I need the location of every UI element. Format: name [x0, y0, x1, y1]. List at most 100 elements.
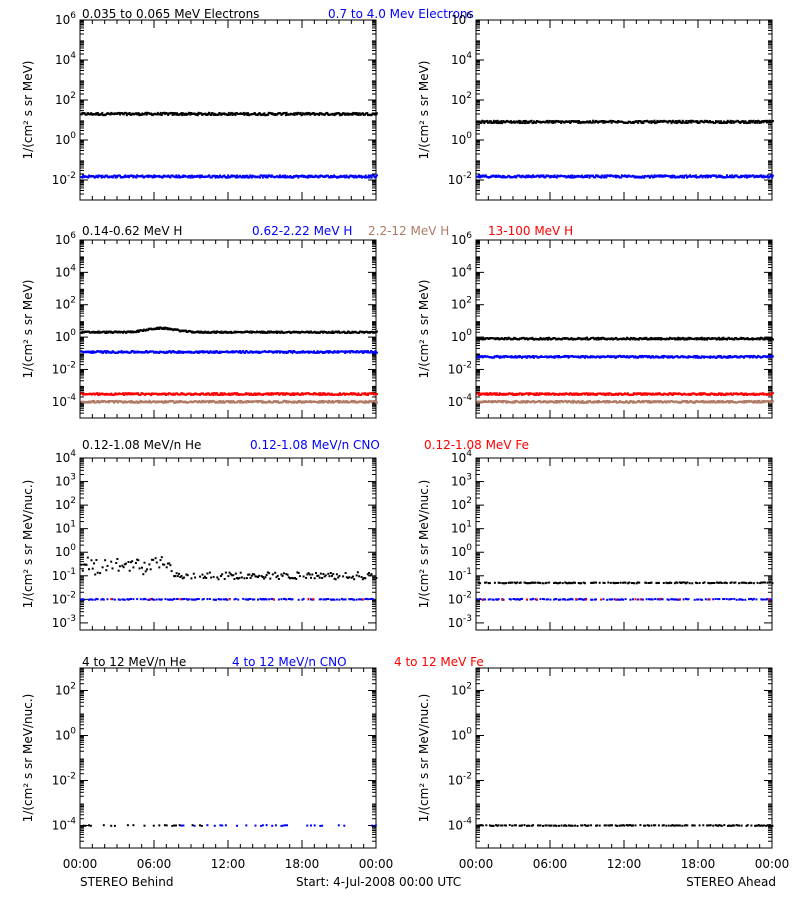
y-tick-label: 102	[55, 91, 76, 107]
data-point	[348, 175, 351, 178]
data-point	[281, 175, 284, 178]
y-tick-label: 106	[451, 11, 472, 27]
y-tick-label: 104	[451, 51, 472, 67]
data-point	[160, 175, 163, 178]
data-point	[214, 351, 217, 354]
data-point	[166, 175, 169, 178]
data-point	[330, 176, 333, 179]
data-point	[289, 350, 292, 353]
data-point	[174, 176, 177, 179]
data-point	[523, 120, 526, 123]
data-point	[587, 174, 590, 177]
data-point	[101, 111, 104, 114]
data-point	[210, 114, 213, 116]
data-point	[655, 121, 658, 124]
data-point	[501, 121, 504, 124]
data-point	[742, 120, 745, 123]
data-point	[293, 113, 296, 116]
data-point	[725, 176, 728, 179]
data-point	[104, 350, 107, 353]
data-point	[159, 111, 162, 114]
data-point	[677, 119, 680, 122]
data-point	[357, 114, 360, 116]
data-point	[600, 338, 603, 341]
data-point	[613, 355, 616, 358]
data-point	[554, 121, 557, 124]
data-point	[219, 350, 221, 353]
data-point	[299, 393, 302, 396]
data-point	[680, 122, 683, 124]
data-point	[502, 355, 505, 358]
data-point	[128, 112, 131, 114]
data-point	[96, 112, 99, 115]
data-point	[739, 175, 742, 178]
data-point	[694, 120, 697, 123]
y-tick-label: 10-4	[52, 393, 77, 409]
data-point	[230, 350, 233, 353]
data-point	[337, 399, 340, 402]
data-point	[217, 176, 220, 179]
data-point	[644, 337, 647, 340]
data-point	[292, 113, 295, 116]
data-point	[259, 112, 261, 115]
data-point	[685, 174, 688, 177]
data-point	[525, 120, 528, 123]
data-point	[172, 112, 175, 114]
data-point	[296, 175, 299, 178]
data-point	[338, 401, 341, 404]
data-point	[532, 122, 535, 124]
data-point	[172, 350, 175, 352]
data-point	[625, 356, 628, 359]
data-point	[297, 176, 300, 179]
data-point	[626, 121, 629, 124]
data-point	[766, 119, 769, 122]
data-point	[221, 176, 224, 179]
data-point	[92, 350, 95, 353]
data-point	[771, 120, 774, 122]
data-point	[683, 176, 686, 179]
data-point	[319, 392, 322, 395]
data-point	[375, 112, 378, 115]
data-point	[674, 338, 677, 341]
series-black	[80, 326, 378, 334]
data-point	[640, 356, 643, 359]
data-point	[202, 351, 204, 354]
data-point	[603, 120, 606, 123]
data-point	[706, 176, 709, 179]
data-point	[250, 176, 253, 179]
data-point	[242, 175, 245, 178]
data-point	[158, 174, 161, 177]
data-point	[601, 174, 604, 177]
data-point	[720, 120, 723, 123]
data-point	[129, 330, 132, 333]
data-point	[140, 113, 143, 116]
data-point	[510, 355, 513, 358]
data-point	[714, 174, 717, 177]
data-point	[321, 399, 324, 402]
data-point	[207, 401, 210, 404]
data-point	[271, 392, 274, 395]
data-point	[135, 176, 138, 179]
data-point	[740, 174, 743, 177]
data-point	[649, 338, 651, 340]
data-point	[729, 355, 731, 357]
data-point	[148, 399, 151, 402]
data-point	[198, 174, 201, 177]
data-point	[308, 174, 311, 177]
data-point	[532, 356, 535, 359]
data-point	[246, 174, 249, 177]
data-point	[299, 111, 302, 114]
data-point	[220, 393, 223, 396]
data-point	[112, 400, 115, 402]
data-point	[227, 400, 230, 402]
data-point	[90, 112, 93, 115]
data-point	[504, 400, 507, 403]
data-point	[519, 120, 522, 123]
data-point	[261, 176, 264, 179]
data-point	[602, 121, 605, 124]
data-point	[566, 355, 569, 357]
data-point	[331, 400, 334, 402]
data-point	[281, 174, 284, 177]
data-point	[700, 175, 703, 178]
data-point	[105, 174, 108, 177]
